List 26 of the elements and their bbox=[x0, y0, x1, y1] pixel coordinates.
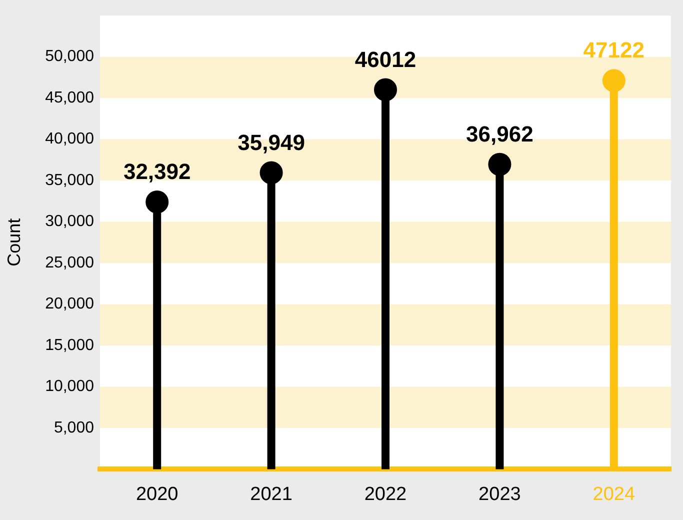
x-tick-label: 2021 bbox=[250, 484, 292, 505]
x-tick-label: 2023 bbox=[478, 484, 521, 505]
y-tick-label: 40,000 bbox=[45, 130, 94, 148]
data-label: 35,949 bbox=[238, 130, 305, 155]
y-axis-title: Count bbox=[4, 218, 24, 266]
x-tick-label: 2022 bbox=[364, 484, 407, 505]
data-label: 36,962 bbox=[466, 121, 534, 146]
x-tick-label: 2024 bbox=[592, 484, 636, 505]
data-label: 46012 bbox=[354, 46, 416, 72]
y-tick-label: 45,000 bbox=[45, 89, 94, 106]
point bbox=[602, 69, 626, 92]
y-tick-label: 25,000 bbox=[45, 254, 94, 272]
y-tick-label: 50,000 bbox=[45, 48, 94, 66]
point bbox=[260, 161, 283, 184]
data-label: 32,392 bbox=[123, 159, 191, 184]
data-label: 47122 bbox=[583, 38, 644, 63]
y-tick-label: 5,000 bbox=[54, 419, 94, 436]
y-tick-label: 20,000 bbox=[45, 296, 94, 313]
y-tick-label: 15,000 bbox=[45, 336, 94, 354]
y-tick-label: 10,000 bbox=[45, 378, 94, 396]
y-tick-label: 35,000 bbox=[45, 172, 94, 189]
point bbox=[374, 78, 397, 102]
point bbox=[488, 152, 512, 176]
x-tick-label: 2020 bbox=[136, 484, 178, 505]
y-tick-label: 30,000 bbox=[45, 213, 94, 230]
point bbox=[146, 190, 169, 214]
